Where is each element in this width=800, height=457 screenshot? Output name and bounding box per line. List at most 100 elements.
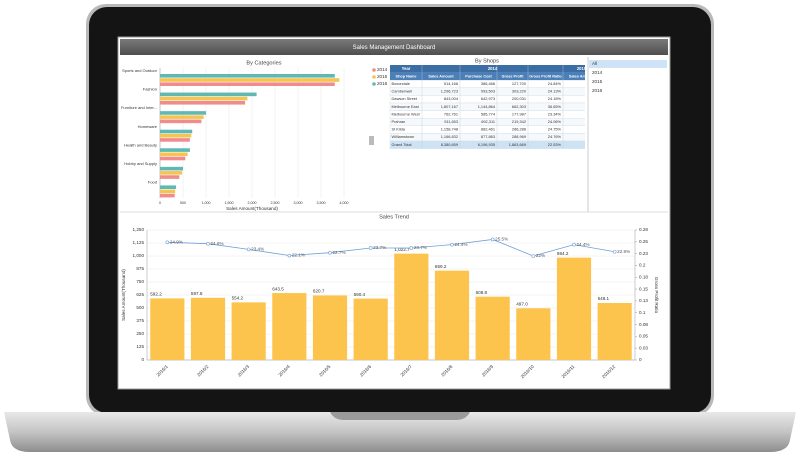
line (167, 239, 615, 257)
bar (160, 133, 192, 138)
y2-tick-label: 0.25 (639, 239, 648, 244)
table-row (389, 133, 585, 142)
shop-name: Prahran (392, 119, 406, 124)
cell-value: 24.18% (548, 96, 562, 101)
filter-label: All (592, 61, 597, 66)
line-point (206, 241, 210, 246)
data-label: 24.4% (577, 242, 590, 247)
y-tick-label: 500 (136, 305, 144, 310)
bar (160, 96, 248, 101)
category-label: Sports and Outdoor (122, 68, 158, 73)
bar (190, 297, 226, 360)
legend-label: 2016 (377, 81, 388, 86)
filter-label: 2015 (592, 79, 603, 84)
column-header: Sales Amount (569, 74, 595, 78)
bar (475, 296, 510, 360)
filter-item[interactable] (589, 69, 667, 77)
bar (160, 119, 202, 124)
shop-name: Grand Total (392, 142, 412, 147)
table-row (389, 79, 585, 88)
legend-swatch (372, 68, 376, 72)
cell-value: 585,774 (481, 111, 496, 116)
x-tick-label: 4,000 (340, 201, 349, 205)
data-label: 23.7% (373, 245, 386, 250)
filter-item[interactable] (589, 87, 667, 95)
bar (160, 152, 188, 157)
y-tick-label: 125 (136, 344, 144, 349)
column-header: Gross Profit (502, 74, 525, 78)
line-point (409, 246, 414, 250)
line-point (612, 249, 617, 254)
category-label: Fashion (143, 87, 157, 92)
cell-value: 642,973 (481, 96, 495, 101)
bar (160, 92, 257, 97)
shop-name: Williamstown (392, 134, 415, 139)
y2-tick-label: 0.15 (639, 286, 648, 291)
cell-value: 1,158,748 (441, 127, 458, 132)
y2-tick-label: 0.18 (639, 274, 648, 279)
y-tick-label: 1,125 (133, 240, 145, 245)
bar (272, 293, 307, 360)
bar (160, 111, 206, 115)
line-point (165, 240, 170, 245)
chart-title: By Categories (246, 60, 281, 66)
line-point (572, 242, 576, 247)
cell-value: 303,220 (512, 89, 527, 94)
table-row (389, 125, 585, 134)
y2-tick-label: 0.05 (639, 334, 648, 339)
bar (160, 166, 183, 171)
cell-value: 762,761 (444, 111, 458, 116)
bar (434, 270, 470, 360)
year-header: 2014 (488, 66, 498, 71)
x-tick-label: 3,500 (317, 201, 326, 205)
bar (160, 74, 335, 78)
y-tick-label: 0 (141, 357, 144, 362)
y2-tick-label: 0.13 (639, 298, 648, 303)
table-row (389, 102, 585, 111)
bar (597, 302, 632, 360)
table-title: By Shops (475, 58, 499, 64)
bar (556, 257, 592, 360)
data-label: 597.8 (191, 291, 203, 296)
data-label: 859.2 (435, 264, 447, 269)
cell-value: 1,863,669 (509, 142, 526, 147)
cell-value: 22.53% (548, 142, 562, 147)
y2-tick-label: 0.08 (639, 322, 648, 327)
year-header: 2015 (577, 66, 587, 71)
cell-value: 24.13% (548, 89, 562, 94)
filter-item[interactable] (589, 60, 667, 68)
data-label: 24.4% (455, 242, 468, 247)
shops-table: Year 2014 2015 Shop Name Sales Amount Purchas… (389, 65, 595, 149)
splitter-handle[interactable] (369, 136, 374, 145)
cell-value: 1,166,832 (441, 134, 458, 139)
data-label: 24.6% (211, 241, 224, 246)
cell-value: 877,863 (481, 134, 495, 139)
shop-name: Boxondale (392, 81, 410, 86)
year-header: Year (402, 66, 411, 71)
cell-value: 1,144,864 (478, 104, 496, 109)
cell-value: 177,987 (512, 111, 526, 116)
category-label: Health and Beauty (124, 142, 157, 147)
table-row (389, 117, 585, 126)
filter-item[interactable] (589, 78, 667, 86)
bar (160, 129, 193, 134)
line-point (490, 237, 495, 242)
data-label: 22.7% (333, 250, 346, 255)
column-header: Sales Amount (428, 74, 454, 78)
cell-value: 23.34% (548, 111, 562, 116)
data-label: 548.1 (598, 296, 610, 301)
y-tick-label: 750 (136, 279, 144, 284)
y2-tick-label: 0.2 (639, 263, 646, 268)
year-filter: All 2014 2015 2016 (589, 60, 667, 95)
y-tick-label: 1,250 (133, 227, 145, 232)
cell-value: 127,700 (512, 81, 527, 86)
bar (353, 298, 388, 360)
category-label: Furniture and Inter... (121, 105, 157, 110)
laptop-base (4, 412, 796, 452)
filter-label: 2016 (592, 88, 603, 93)
x-tick-label: 1,000 (202, 201, 211, 205)
bar (394, 253, 429, 360)
shop-name: Dawson Street (392, 96, 418, 101)
